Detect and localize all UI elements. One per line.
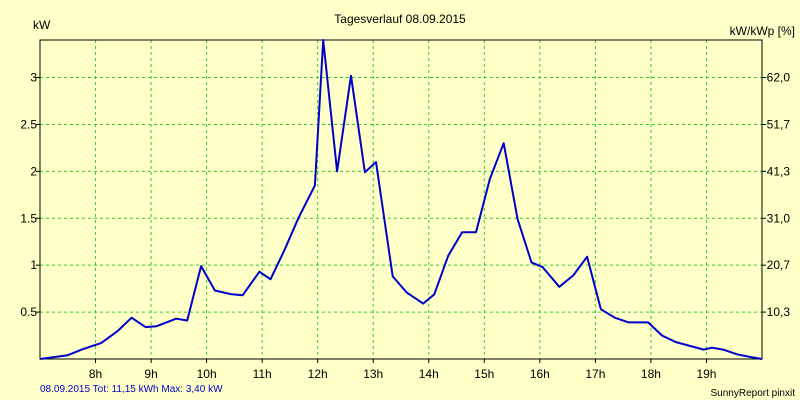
y-left-tick-label: 3 [30, 71, 37, 85]
y-left-tick-label: 0.5 [20, 305, 37, 319]
x-tick-label: 14h [419, 367, 439, 381]
x-tick-label: 17h [585, 367, 605, 381]
chart-title: Tagesverlauf 08.09.2015 [334, 12, 466, 26]
y-right-tick-labels: 10,3 20,7 31,0 41,3 51,7 62,0 [762, 71, 791, 319]
x-tick-label: 10h [197, 367, 217, 381]
y-left-tick-label: 2.5 [20, 117, 37, 131]
footer-summary: 08.09.2015 Tot: 11,15 kWh Max: 3,40 kW [40, 384, 223, 395]
y-right-tick-label: 51,7 [767, 117, 791, 131]
y-right-tick-label: 62,0 [767, 71, 791, 85]
y-left-tick-label: 1.5 [20, 211, 37, 225]
plot-frame [39, 39, 763, 360]
axes [39, 39, 763, 360]
x-tick-label: 18h [641, 367, 661, 381]
power-series-line [39, 39, 763, 360]
x-tick-label: 16h [530, 367, 550, 381]
x-tick-label: 9h [144, 367, 157, 381]
x-tick-label: 12h [308, 367, 328, 381]
x-tick-label: 8h [89, 367, 102, 381]
y-right-tick-label: 31,0 [767, 211, 791, 225]
x-tick-label: 11h [253, 367, 272, 381]
footer-credit: SunnyReport pinxit [711, 388, 796, 399]
y-left-tick-label: 1 [30, 258, 37, 272]
y-right-tick-label: 20,7 [767, 258, 791, 272]
y-right-tick-label: 10,3 [767, 305, 791, 319]
y-axis-label-left: kW [33, 18, 51, 32]
y-left-tick-labels: 0.5 1 1.5 2 2.5 3 [20, 71, 40, 319]
y-left-tick-label: 2 [30, 164, 37, 178]
x-tick-label: 19h [696, 367, 716, 381]
x-tick-labels: 8h 9h 10h 11h 12h 13h 14h 15h 16h 17h 18h 19h [89, 359, 716, 381]
y-right-tick-label: 41,3 [767, 164, 791, 178]
grid [40, 40, 762, 359]
x-tick-label: 13h [363, 367, 383, 381]
x-tick-label: 15h [474, 367, 494, 381]
y-axis-label-right: kW/kWp [%] [730, 24, 795, 38]
